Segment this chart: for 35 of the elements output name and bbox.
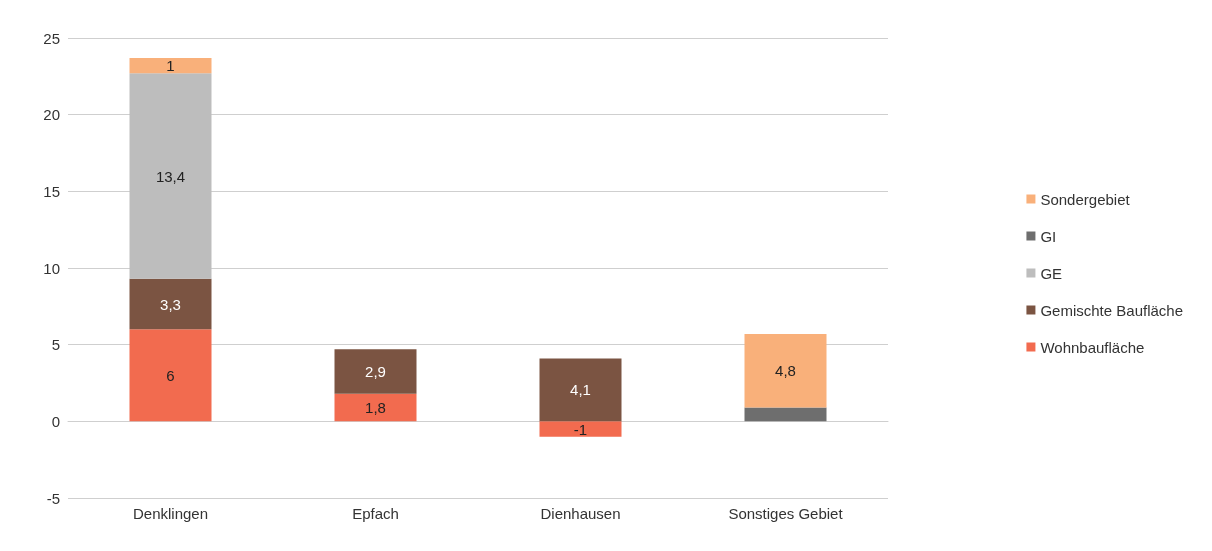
data-label: 4,8 — [775, 362, 796, 380]
data-label: 1 — [166, 57, 175, 75]
bar — [334, 349, 417, 394]
x-tick-label: Dienhausen — [540, 505, 621, 522]
bar — [539, 421, 622, 437]
y-tick-label: 20 — [43, 106, 60, 124]
y-tick-label: 25 — [43, 29, 60, 47]
y-tick-label: 5 — [51, 336, 60, 354]
y-tick-label: 15 — [43, 182, 60, 200]
data-label: -1 — [573, 420, 588, 438]
legend-label: Wohnbaufläche — [1040, 338, 1145, 356]
bar — [129, 278, 212, 330]
data-label: 2,9 — [365, 363, 386, 380]
data-label: 3,3 — [160, 295, 181, 313]
bar — [744, 333, 827, 408]
data-label: 13,4 — [155, 167, 186, 185]
y-tick-label: 0 — [51, 412, 60, 430]
data-label: 1,8 — [365, 399, 386, 417]
x-tick-label: Denklingen — [132, 505, 209, 522]
y-tick-label: 10 — [43, 259, 60, 277]
data-label: 4,1 — [570, 381, 591, 399]
legend-label: Gemischte Baufläche — [1040, 301, 1183, 319]
bar — [744, 407, 827, 422]
bar — [539, 358, 622, 422]
bar — [129, 73, 212, 279]
data-label: 6 — [166, 366, 175, 384]
y-tick-label: -5 — [46, 489, 60, 507]
bar — [334, 393, 417, 422]
x-tick-label: Sonstiges Gebiet — [728, 505, 844, 522]
legend-label: Sondergebiet — [1040, 190, 1131, 208]
x-tick-label: Epfach — [352, 505, 399, 522]
bar — [129, 329, 212, 422]
legend-label: GE — [1040, 264, 1063, 282]
bar — [129, 57, 212, 74]
legend-label: GI — [1040, 227, 1057, 245]
